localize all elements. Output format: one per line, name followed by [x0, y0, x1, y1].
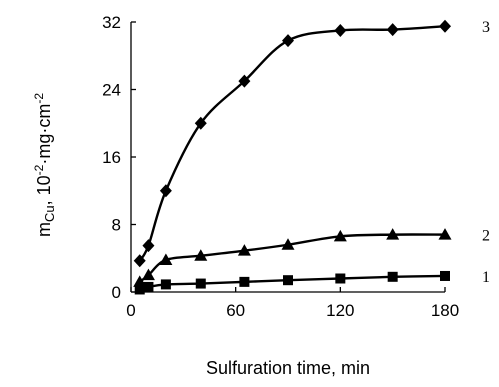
- series-2-marker: [237, 244, 251, 256]
- series-1-marker: [160, 279, 171, 290]
- x-tick-label: 120: [326, 301, 354, 320]
- series-2-marker: [159, 253, 173, 265]
- series-3-marker: [439, 19, 451, 33]
- series-2-label: 2: [482, 228, 490, 245]
- x-tick-label: 180: [431, 301, 459, 320]
- series-3-marker: [386, 23, 399, 37]
- series-2-line: [138, 233, 446, 283]
- series-3-label: 3: [482, 19, 490, 36]
- series-2-marker: [281, 238, 295, 250]
- series-2-marker: [438, 228, 452, 240]
- series-3-marker: [194, 116, 207, 130]
- y-tick-label: 24: [102, 81, 121, 100]
- series-3-line: [138, 25, 446, 262]
- series-1-marker: [239, 276, 250, 287]
- series-1-marker: [387, 271, 398, 282]
- y-tick-label: 32: [102, 13, 121, 32]
- series-3-marker: [133, 254, 146, 268]
- series-3-marker: [282, 34, 294, 48]
- y-tick-label: 0: [112, 283, 121, 302]
- y-title-part2: ·mg·cm: [34, 104, 54, 165]
- y-axis-title: mCu, 10-2·mg·cm-2: [32, 93, 57, 237]
- series-2-marker: [133, 275, 147, 287]
- y-title-subscript: Cu: [42, 205, 57, 222]
- y-tick-label: 8: [112, 216, 121, 235]
- series-2-marker: [141, 268, 155, 281]
- series-1-marker: [195, 278, 206, 289]
- y-title-superscript2: -2: [32, 93, 46, 104]
- y-title-base: m: [34, 222, 54, 237]
- series-1-label: 1: [482, 269, 490, 286]
- series-2-marker: [386, 228, 400, 240]
- y-title-part: , 10: [34, 175, 54, 205]
- series-3-marker: [159, 184, 172, 198]
- series-1-marker: [283, 275, 293, 286]
- y-tick-label: 16: [102, 148, 121, 167]
- x-axis-title: Sulfuration time, min: [206, 358, 370, 378]
- series-2-marker: [333, 229, 347, 242]
- series-1-marker: [143, 281, 154, 292]
- x-tick-label: 60: [226, 301, 245, 320]
- x-tick-label: 0: [126, 301, 135, 320]
- series-3-marker: [142, 239, 155, 253]
- y-title-superscript: -2: [32, 164, 46, 175]
- series-3-marker: [334, 23, 347, 37]
- series-1-marker: [440, 270, 450, 281]
- series-2-marker: [194, 249, 208, 261]
- series-1-marker: [134, 284, 145, 295]
- series-3-marker: [238, 74, 251, 88]
- series-1-marker: [335, 273, 346, 284]
